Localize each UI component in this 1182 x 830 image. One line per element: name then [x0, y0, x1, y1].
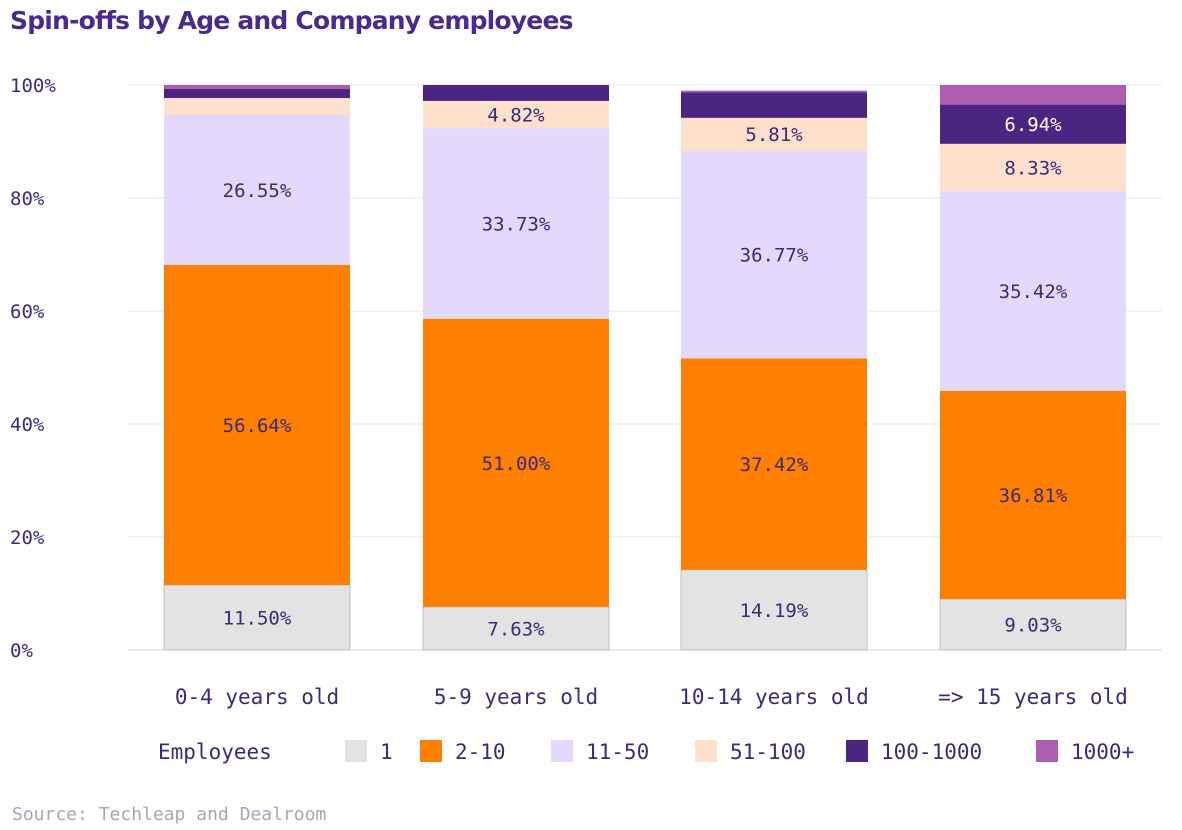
legend-label: 11-50: [586, 740, 649, 764]
y-tick-label: 20%: [10, 527, 45, 549]
legend-swatch: [345, 740, 367, 762]
stacked-bar-chart: 0% 20% 40% 60% 80% 100% 11.50% 56.64% 26.55% 7.63…: [10, 75, 1162, 764]
bar-segment: [423, 85, 609, 101]
bar-segment: [164, 98, 350, 116]
y-tick-label: 80%: [10, 188, 45, 210]
x-category-label: 5-9 years old: [434, 685, 598, 709]
legend-label: 1000+: [1071, 740, 1134, 764]
bar-segment: [422, 606, 610, 651]
data-label: 9.03%: [1004, 614, 1062, 636]
bar-segment: [164, 115, 350, 266]
bar-segment: [940, 143, 1126, 191]
bar-segment: [940, 104, 1126, 144]
x-category-label: 0-4 years old: [175, 685, 339, 709]
bar-segment: [423, 318, 609, 607]
bar-segment: [164, 85, 350, 90]
data-label: 4.82%: [487, 105, 545, 127]
data-label: 35.42%: [999, 281, 1068, 303]
data-label: 36.81%: [999, 485, 1068, 507]
data-label: 14.19%: [740, 600, 809, 622]
bar-segment: [681, 90, 867, 93]
data-label: 8.33%: [1004, 157, 1062, 179]
bar-segment: [939, 598, 1127, 651]
bar-segment: [164, 89, 350, 99]
chart-title: Spin-offs by Age and Company employees: [10, 6, 574, 35]
legend-label: 51-100: [730, 740, 806, 764]
bar-segment: [940, 391, 1126, 599]
bar-segment: [940, 85, 1126, 105]
bar-segment: [164, 265, 350, 586]
data-label: 56.64%: [223, 415, 292, 437]
bar-segment: [940, 190, 1126, 392]
bar-segment: [681, 92, 867, 118]
data-label: 6.94%: [1004, 114, 1062, 136]
legend-swatch: [420, 740, 442, 762]
y-tick-label: 60%: [10, 301, 45, 323]
y-tick-label: 0%: [10, 640, 33, 662]
bar-segment: [681, 150, 867, 359]
data-label: 37.42%: [740, 454, 809, 476]
data-label: 11.50%: [223, 608, 292, 630]
bar-segment: [423, 100, 609, 129]
x-category-label: => 15 years old: [938, 685, 1128, 709]
bar-segment: [163, 584, 351, 651]
data-label: 5.81%: [745, 124, 803, 146]
legend-label: 100-1000: [881, 740, 982, 764]
bar-segment: [681, 358, 867, 570]
legend-swatch: [1036, 740, 1058, 762]
data-label: 36.77%: [740, 245, 809, 267]
data-label: 51.00%: [482, 453, 551, 475]
bar-segment: [423, 128, 609, 319]
legend-label: 2-10: [455, 740, 506, 764]
data-label: 7.63%: [487, 618, 545, 640]
legend: Employees 1 2-10 11-50 51-100 100-1000 1000+: [158, 740, 1134, 764]
data-label: 33.73%: [482, 213, 551, 235]
legend-swatch: [695, 740, 717, 762]
x-category-label: 10-14 years old: [679, 685, 869, 709]
legend-swatch: [551, 740, 573, 762]
legend-swatch: [846, 740, 868, 762]
bars: 11.50% 56.64% 26.55% 7.63% 51.00% 33.73% 4.82%…: [163, 85, 1127, 651]
y-tick-label: 40%: [10, 414, 45, 436]
legend-title: Employees: [158, 740, 272, 764]
y-tick-label: 100%: [10, 75, 56, 97]
source-note: Source: Techleap and Dealroom: [12, 804, 327, 825]
bar-segment: [681, 117, 867, 151]
legend-label: 1: [380, 740, 393, 764]
data-label: 26.55%: [223, 180, 292, 202]
